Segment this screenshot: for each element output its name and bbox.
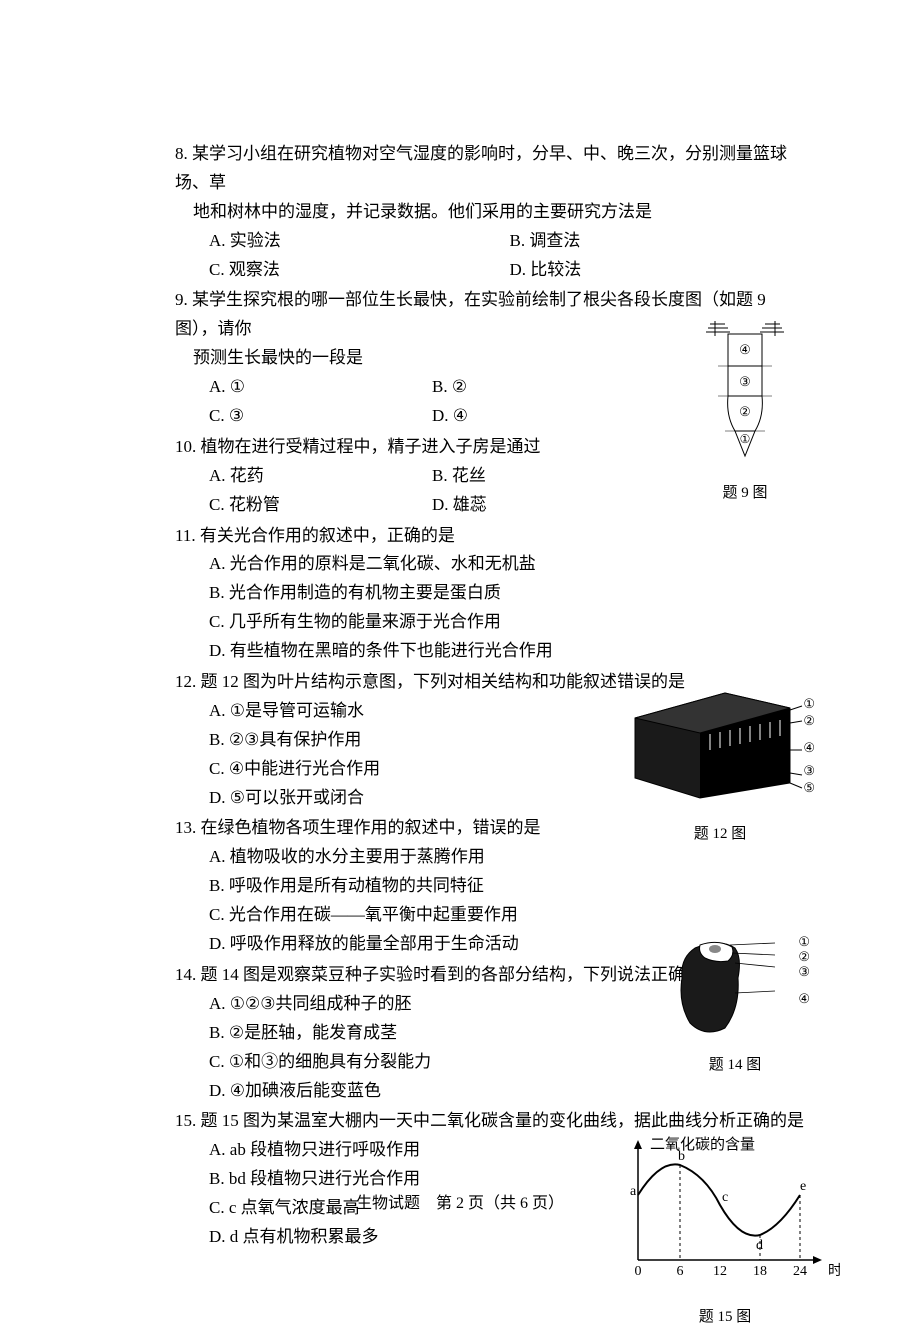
svg-text:0: 0 [635, 1264, 642, 1279]
q8-opt-d: D. 比较法 [510, 256, 811, 285]
svg-text:时间: 时间 [828, 1263, 840, 1279]
q9-options: A. ① B. ② C. ③ D. ④ [175, 373, 655, 431]
q8-opt-c: C. 观察法 [209, 256, 510, 285]
svg-text:6: 6 [677, 1264, 684, 1279]
q8-stem-line1: 8. 某学习小组在研究植物对空气湿度的影响时，分早、中、晚三次，分别测量篮球场、… [175, 140, 810, 198]
bean-seed-icon [660, 933, 790, 1043]
q14-label-2: ② [798, 950, 810, 965]
svg-text:②: ② [739, 404, 751, 419]
figure-14-label: 题 14 图 [660, 1053, 810, 1079]
q11-opt-a: A. 光合作用的原料是二氧化碳、水和无机盐 [209, 550, 810, 579]
svg-text:12: 12 [713, 1264, 727, 1279]
q10-opt-a: A. 花药 [209, 462, 432, 491]
q12-label-5: ⑤ [803, 780, 815, 797]
q8-opt-b: B. 调查法 [510, 227, 811, 256]
svg-text:18: 18 [753, 1264, 767, 1279]
q9-opt-a: A. ① [209, 373, 432, 402]
q11-opt-b: B. 光合作用制造的有机物主要是蛋白质 [209, 579, 810, 608]
q10-options: A. 花药 B. 花丝 C. 花粉管 D. 雄蕊 [175, 462, 655, 520]
question-15: 15. 题 15 图为某温室大棚内一天中二氧化碳含量的变化曲线，据此曲线分析正确… [175, 1107, 810, 1251]
q12-label-1: ① [803, 696, 815, 713]
question-10: 10. 植物在进行受精过程中，精子进入子房是通过 A. 花药 B. 花丝 C. … [175, 433, 810, 520]
q8-opt-a: A. 实验法 [209, 227, 510, 256]
svg-text:24: 24 [793, 1264, 807, 1279]
question-9: 9. 某学生探究根的哪一部位生长最快，在实验前绘制了根尖各段长度图（如题 9 图… [175, 286, 810, 430]
q9-opt-c: C. ③ [209, 402, 432, 431]
q12-label-4: ④ [803, 740, 815, 757]
q11-stem: 11. 有关光合作用的叙述中，正确的是 [175, 522, 810, 551]
q10-opt-d: D. 雄蕊 [432, 491, 655, 520]
q14-label-3: ③ [798, 965, 810, 980]
q11-options: A. 光合作用的原料是二氧化碳、水和无机盐 B. 光合作用制造的有机物主要是蛋白… [175, 550, 810, 666]
q8-stem-line2: 地和树林中的湿度，并记录数据。他们采用的主要研究方法是 [175, 198, 810, 227]
figure-14: ① ② ③ ④ 题 14 图 [660, 933, 810, 1078]
leaf-cross-section-icon [630, 688, 810, 808]
q9-opt-d: D. ④ [432, 402, 655, 431]
q9-opt-b: B. ② [432, 373, 655, 402]
svg-text:④: ④ [739, 342, 751, 357]
question-8: 8. 某学习小组在研究植物对空气湿度的影响时，分早、中、晚三次，分别测量篮球场、… [175, 140, 810, 284]
q11-opt-c: C. 几乎所有生物的能量来源于光合作用 [209, 608, 810, 637]
q13-opt-c: C. 光合作用在碳——氧平衡中起重要作用 [209, 901, 810, 930]
q13-stem: 13. 在绿色植物各项生理作用的叙述中，错误的是 [175, 814, 810, 843]
q15-ylabel: 二氧化碳的含量 [650, 1133, 755, 1159]
q13-opt-b: B. 呼吸作用是所有动植物的共同特征 [209, 872, 810, 901]
q12-label-3: ③ [803, 763, 815, 780]
q14-label-4: ④ [798, 992, 810, 1007]
q10-opt-c: C. 花粉管 [209, 491, 432, 520]
q13-opt-a: A. 植物吸收的水分主要用于蒸腾作用 [209, 843, 810, 872]
q15-stem: 15. 题 15 图为某温室大棚内一天中二氧化碳含量的变化曲线，据此曲线分析正确… [175, 1107, 810, 1136]
figure-15-label: 题 15 图 [610, 1305, 840, 1331]
question-11: 11. 有关光合作用的叙述中，正确的是 A. 光合作用的原料是二氧化碳、水和无机… [175, 522, 810, 666]
question-12: 12. 题 12 图为叶片结构示意图，下列对相关结构和功能叙述错误的是 A. ①… [175, 668, 810, 812]
q10-opt-b: B. 花丝 [432, 462, 655, 491]
q10-stem: 10. 植物在进行受精过程中，精子进入子房是通过 [175, 433, 810, 462]
figure-15: a b c d e 0 6 12 18 24 时间 二氧化碳的含量 题 15 图 [610, 1135, 840, 1330]
q12-label-2: ② [803, 713, 815, 730]
svg-text:③: ③ [739, 374, 751, 389]
q14-label-1: ① [798, 935, 810, 950]
page-footer: 生物试题 第 2 页（共 6 页） [0, 1190, 920, 1217]
q8-options: A. 实验法 B. 调查法 C. 观察法 D. 比较法 [175, 227, 810, 285]
question-14: 14. 题 14 图是观察菜豆种子实验时看到的各部分结构，下列说法正确的是 A.… [175, 961, 810, 1105]
svg-text:d: d [756, 1238, 763, 1253]
q11-opt-d: D. 有些植物在黑暗的条件下也能进行光合作用 [209, 637, 810, 666]
q14-opt-d: D. ④加碘液后能变蓝色 [209, 1077, 810, 1106]
